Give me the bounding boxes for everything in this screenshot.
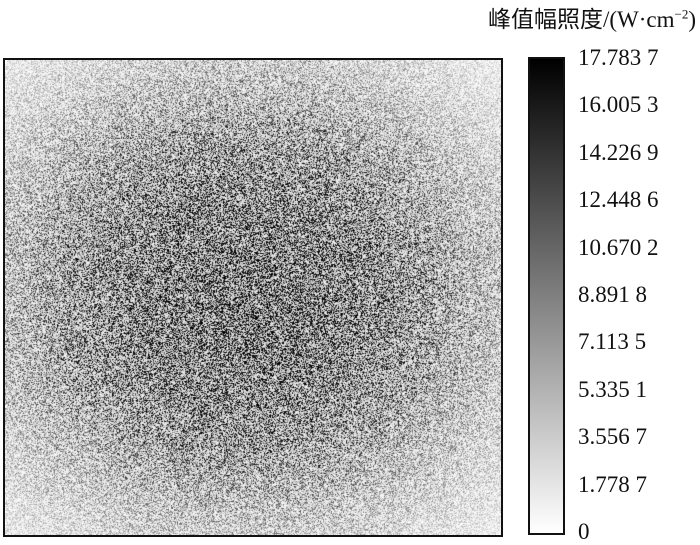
colorbar-tick-label: 14.226 9 [578, 139, 659, 165]
heatmap-plot [3, 58, 503, 537]
colorbar-tick-label: 1.778 7 [578, 471, 647, 497]
colorbar-tick-label: 7.113 5 [578, 329, 647, 355]
colorbar-tick-label: 12.448 6 [578, 187, 659, 213]
colorbar-tick-label: 16.005 3 [578, 92, 659, 118]
colorbar-tick-label: 8.891 8 [578, 282, 647, 307]
colorbar-tick-label: 3.556 7 [578, 424, 647, 450]
colorbar-tick-label: 5.335 1 [578, 376, 647, 402]
heatmap-canvas [5, 60, 501, 535]
colorbar-tick-label: 10.670 2 [578, 234, 659, 260]
colorbar-tick-label: 17.783 7 [578, 45, 659, 70]
colorbar-tick-label: 0 [578, 519, 590, 544]
colorbar-title: 峰值幅照度/(W·cm−2) [487, 6, 696, 32]
colorbar [528, 57, 565, 535]
